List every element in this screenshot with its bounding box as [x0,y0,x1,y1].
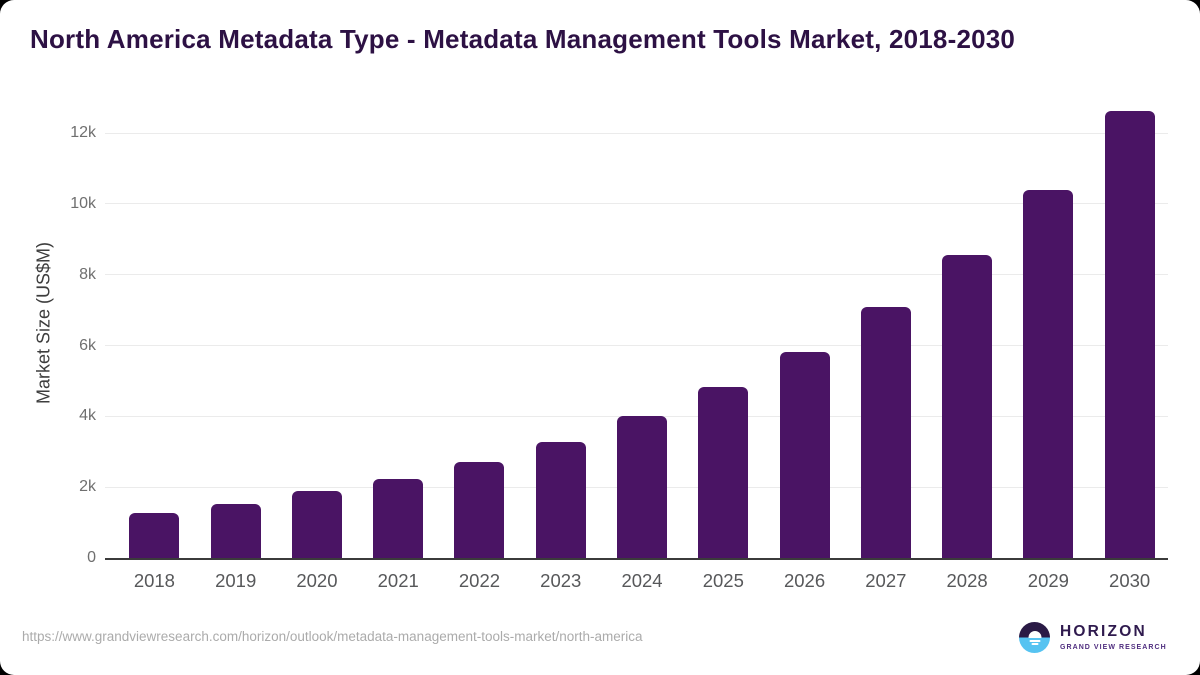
gridline [105,132,1168,134]
horizon-logo-icon [1019,622,1050,653]
source-url: https://www.grandviewresearch.com/horizo… [22,629,643,644]
logo-text: HORIZON GRAND VIEW RESEARCH [1060,624,1167,651]
gridline [105,274,1168,276]
x-tick-label-2025: 2025 [702,570,744,591]
y-tick-label: 6k [79,336,96,354]
bar-2024[interactable] [617,416,668,558]
gridline [105,345,1168,346]
bar-2020[interactable] [291,491,342,558]
bar-2023[interactable] [535,442,586,558]
y-tick-label: 10k [70,194,96,212]
y-tick-label: 8k [79,265,96,283]
bar-2029[interactable] [1023,190,1074,558]
bar-2026[interactable] [779,351,830,558]
x-tick-label-2021: 2021 [377,570,419,591]
bar-2018[interactable] [129,512,180,558]
x-tick-label-2022: 2022 [458,570,501,591]
horizon-logo[interactable]: HORIZON GRAND VIEW RESEARCH [1019,622,1167,653]
logo-brand: HORIZON [1060,623,1147,641]
bar-2019[interactable] [210,504,261,558]
chart-title: North America Metadata Type - Metadata M… [30,24,1016,54]
x-tick-label-2029: 2029 [1027,570,1069,591]
bar-2027[interactable] [860,306,911,558]
x-tick-label-2019: 2019 [215,570,257,591]
sun-reflection-line [1031,643,1038,645]
gridline [105,203,1168,205]
sun-reflection-line [1029,639,1040,642]
sun-icon [1028,631,1041,638]
x-tick-label-2024: 2024 [621,570,663,591]
plot-area [105,111,1168,560]
y-tick-label: 2k [79,478,96,496]
y-tick-label: 12k [70,124,96,141]
x-tick-label-2027: 2027 [865,570,907,591]
bar-2022[interactable] [454,461,505,558]
y-tick-label: 0 [87,549,96,566]
x-tick-label-2030: 2030 [1109,570,1151,591]
bar-2025[interactable] [698,386,749,558]
x-tick-label-2018: 2018 [133,570,175,591]
x-tick-label-2023: 2023 [540,570,582,591]
x-tick-label-2028: 2028 [946,570,988,591]
x-axis-line [105,558,1168,560]
bar-2021[interactable] [373,478,424,558]
bar-2028[interactable] [942,255,993,558]
x-tick-label-2026: 2026 [783,570,826,591]
y-tick-label: 4k [79,407,96,425]
x-tick-label-2020: 2020 [296,570,338,591]
logo-subbrand: GRAND VIEW RESEARCH [1060,643,1167,651]
bar-2030[interactable] [1104,111,1155,558]
